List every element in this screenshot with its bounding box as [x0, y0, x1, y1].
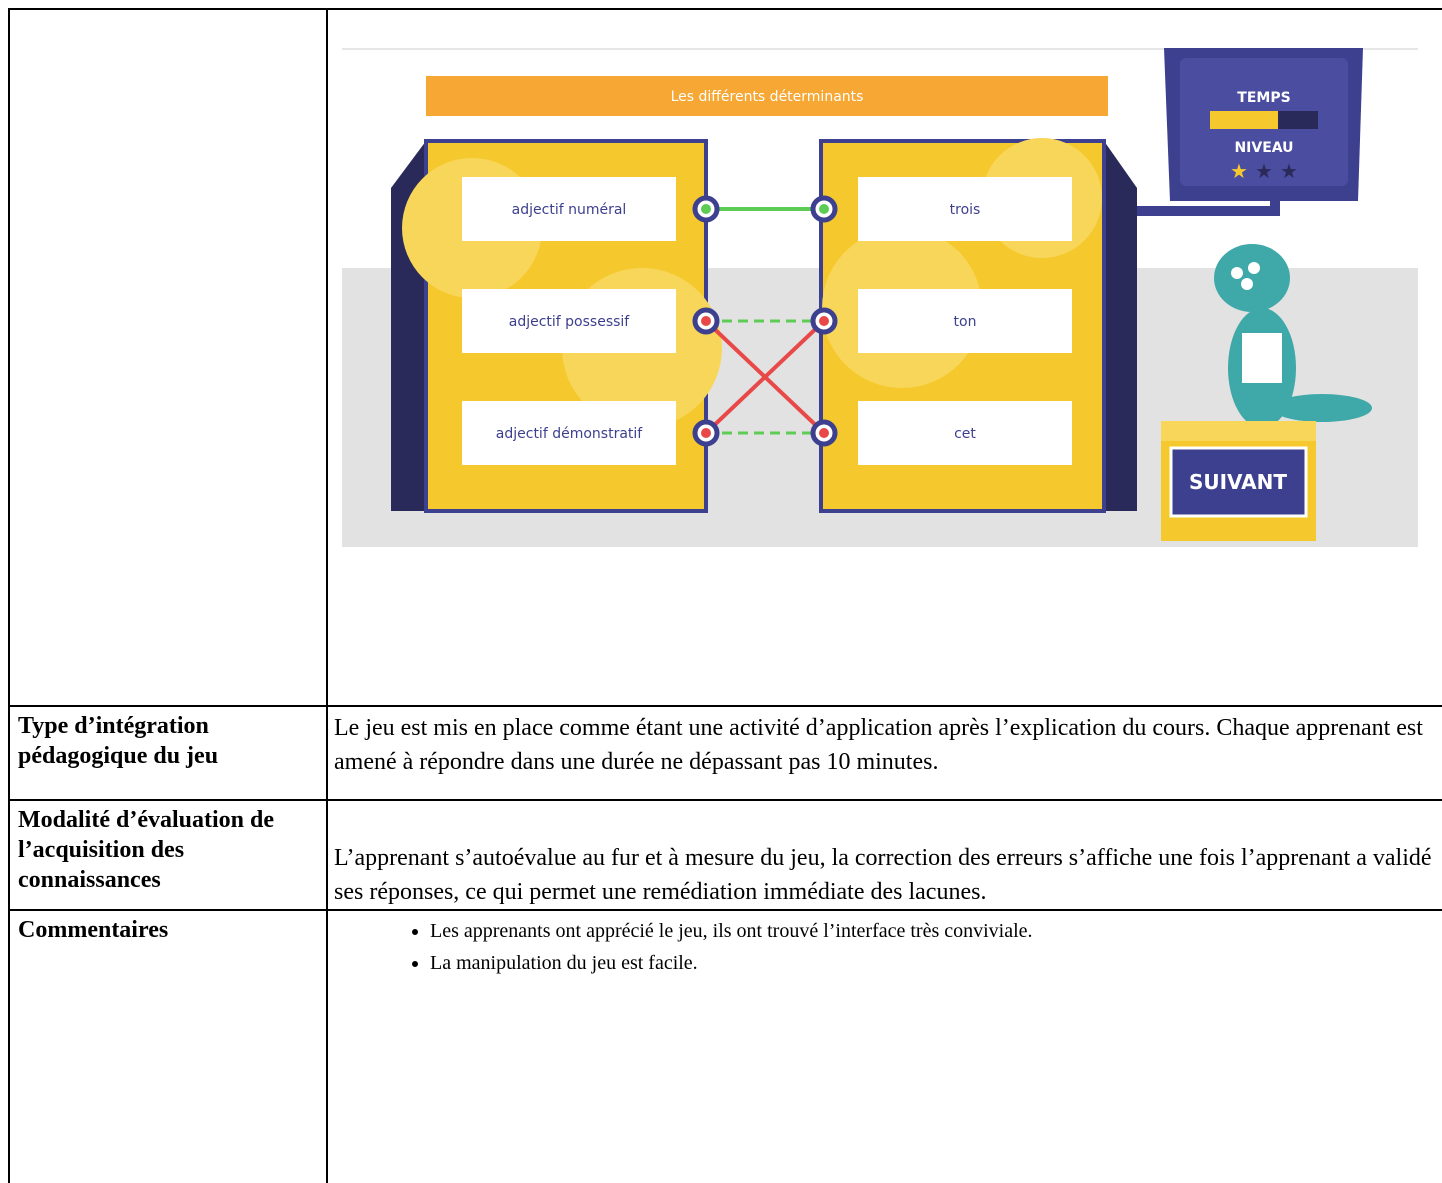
answer-label[interactable]: ton [954, 314, 977, 330]
row-label: Type d’intégration pédagogique du jeu [8, 705, 328, 801]
image-row: Les différents déterminants adjectif num… [8, 8, 1442, 707]
answer-box [462, 289, 676, 353]
answer-label[interactable]: trois [950, 202, 981, 218]
info-table: Les différents déterminants adjectif num… [8, 8, 1442, 1183]
answer-box [858, 289, 1072, 353]
answer-box [858, 177, 1072, 241]
comment-item: La manipulation du jeu est facile. [430, 947, 1438, 979]
level-label: NIVEAU [1234, 140, 1293, 156]
answer-label[interactable]: adjectif démonstratif [496, 426, 643, 442]
row-list: Les apprenants ont apprécié le jeu, ils … [326, 909, 1442, 1183]
row-text: Le jeu est mis en place comme étant une … [326, 705, 1442, 801]
image-cell: Les différents déterminants adjectif num… [326, 8, 1442, 707]
row-label: Modalité d’évaluation de l’acquisition d… [8, 799, 328, 911]
row: Type d’intégration pédagogique du jeu Le… [8, 705, 1442, 801]
game-screenshot: Les différents déterminants adjectif num… [342, 48, 1418, 547]
row-text: L’apprenant s’autoévalue au fur et à mes… [326, 799, 1442, 911]
row: Commentaires Les apprenants ont apprécié… [8, 909, 1442, 1183]
row-label: Commentaires [8, 909, 328, 1183]
answer-box [462, 401, 676, 465]
empty-cell [8, 8, 328, 707]
next-button[interactable]: SUIVANT [1189, 470, 1287, 494]
row: Modalité d’évaluation de l’acquisition d… [8, 799, 1442, 911]
svg-text:★: ★ [1230, 159, 1248, 183]
answer-label[interactable]: adjectif possessif [509, 314, 631, 330]
comment-list: Les apprenants ont apprécié le jeu, ils … [334, 915, 1438, 979]
time-label: TEMPS [1237, 90, 1290, 106]
answer-box [858, 401, 1072, 465]
svg-text:★: ★ [1280, 159, 1298, 183]
answer-label[interactable]: cet [954, 426, 976, 442]
answer-box [462, 177, 676, 241]
comment-item: Les apprenants ont apprécié le jeu, ils … [430, 915, 1438, 947]
game-title: Les différents déterminants [671, 89, 864, 105]
answer-label[interactable]: adjectif numéral [512, 202, 627, 218]
svg-text:★: ★ [1255, 159, 1273, 183]
